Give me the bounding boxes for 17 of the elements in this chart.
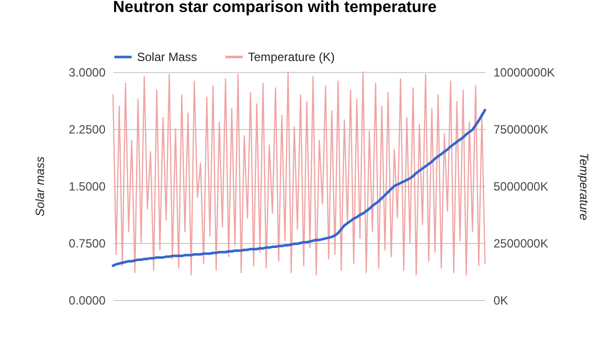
y-tick-label: 0.0000 [68, 294, 106, 308]
y-tick-label: 0.7500 [68, 236, 106, 250]
y2-tick-label: 5000000K [494, 180, 548, 194]
y-tick-label: 1.5000 [68, 180, 106, 194]
y2-tick-label: 10000000K [494, 66, 555, 80]
y2-axis-title: Temperature [576, 152, 591, 221]
chart-title: Neutron star comparison with temperature [113, 0, 437, 16]
y-axis-title: Solar mass [32, 156, 47, 217]
y-tick-label: 2.2500 [68, 122, 106, 136]
line-series [112, 108, 486, 268]
y2-tick-label: 7500000K [494, 122, 548, 136]
legend-label: Temperature (K) [248, 50, 335, 64]
y2-tick-label: 0K [494, 294, 508, 308]
line-series [112, 71, 486, 276]
legend-label: Solar Mass [137, 50, 198, 64]
y-tick-label: 3.0000 [68, 66, 106, 80]
y2-tick-label: 2500000K [494, 236, 548, 250]
